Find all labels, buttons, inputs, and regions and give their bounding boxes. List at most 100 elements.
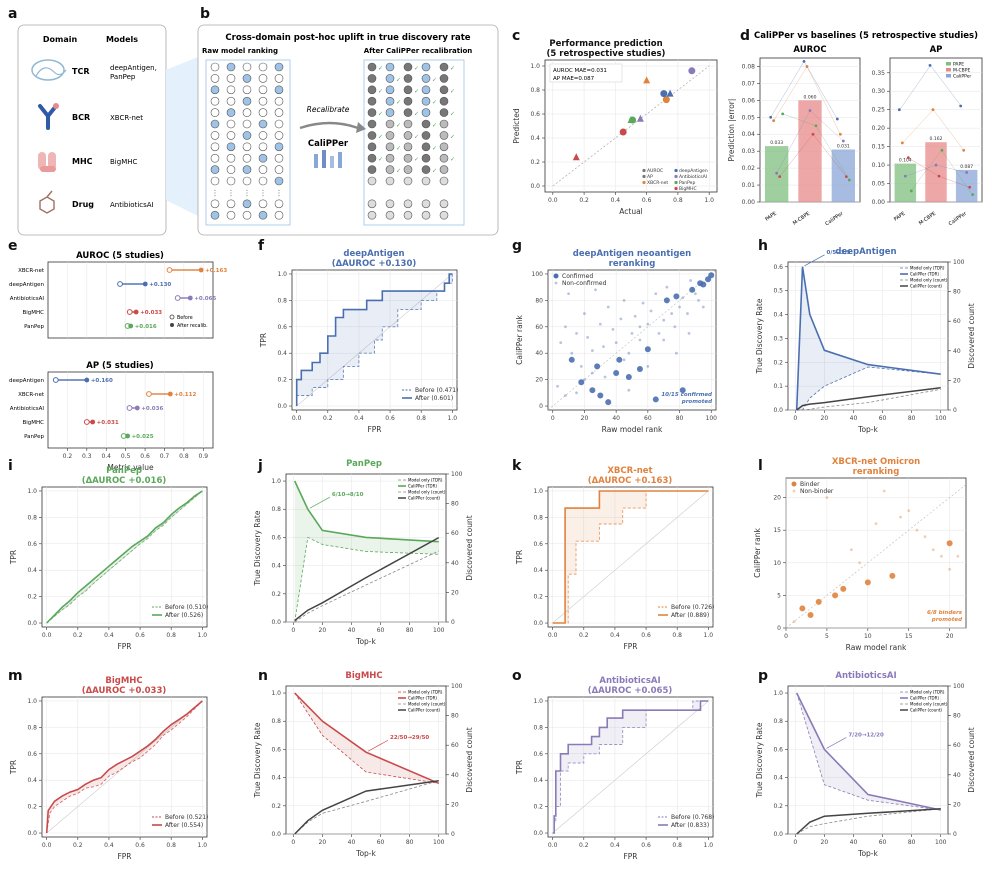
recal-rank-dot [439, 85, 449, 95]
study-connector [902, 109, 965, 151]
raw-rank-dot [226, 142, 236, 152]
non-hit-point [915, 528, 919, 532]
recal-rank-dot [385, 131, 395, 140]
hit-point [589, 387, 596, 394]
recal-rank-dot [403, 176, 413, 186]
legend-swatch [946, 68, 951, 72]
row-label: deepAntigen [9, 282, 45, 288]
mhc-icon-shape [48, 152, 56, 170]
uplift-area [46, 701, 203, 833]
x-tick-label: CaliPPer [948, 210, 969, 227]
x-tick-label: 0.3 [82, 453, 92, 460]
y2-tick-label: 20 [451, 589, 459, 596]
legend-entry: After (0.889) [671, 612, 709, 619]
x-axis-label: Top-k [355, 849, 376, 858]
legend-entry: Before (0.510) [165, 604, 208, 611]
legend-entry: After (0.833) [671, 822, 709, 829]
x-tick-label: 0 [784, 633, 788, 640]
recal-rank-dot [421, 142, 431, 152]
panel-a: Domain Models TCR deepAntigen,PanPep BCR XBCR… [17, 24, 167, 236]
legend-entry: CaliPPer (TDR) [408, 484, 437, 489]
non-hit-point [931, 548, 935, 552]
panel-letter-p: p [758, 668, 768, 684]
y-tick-label: 0.6 [27, 751, 37, 758]
recal-rank-dot [439, 108, 449, 117]
non-hit-point [583, 378, 586, 382]
raw-rank-dot [274, 62, 284, 72]
roc-after-line [552, 700, 709, 834]
legend-marker [674, 174, 678, 179]
hit-point [597, 392, 604, 399]
y-tick-label: 0.0 [27, 620, 37, 627]
x-tick-label: 60 [879, 415, 887, 422]
domain-drug: Drug [72, 200, 94, 209]
y-tick-label: 1.0 [533, 698, 543, 705]
non-hit-point [948, 567, 952, 571]
delta-label: +0.031 [97, 420, 119, 426]
chart-title: XBCR-net Omicron [832, 457, 920, 467]
annotation-text: 10/15 confirmed [661, 392, 712, 398]
study-dot [781, 112, 785, 116]
study-dot [775, 171, 779, 175]
raw-rank-dot [242, 176, 252, 186]
x-tick-label: 0.8 [672, 842, 682, 849]
raw-rank-dot [242, 210, 252, 220]
non-hit-point [627, 351, 631, 355]
roc-before-line [46, 490, 203, 624]
x-tick-label: 15 [905, 633, 913, 640]
non-hit-point [701, 305, 705, 309]
row-label: BigMHC [22, 310, 44, 316]
panel-letter-i: i [8, 458, 13, 474]
bcr-icon [38, 103, 59, 130]
row-label: deepAntigen [9, 378, 45, 384]
y-tick-label: 0.2 [27, 594, 37, 601]
recal-rank-dot [403, 142, 413, 152]
y-tick-label: 0.4 [773, 312, 783, 319]
y-tick-label: 0.2 [271, 591, 281, 598]
y-tick-label: 0.2 [530, 159, 540, 166]
x-tick-label: CaliPPer [824, 210, 845, 227]
raw-rank-dot [274, 153, 284, 163]
recal-rank-dot [421, 119, 431, 129]
non-hit-point [611, 328, 615, 331]
y-tick-label: 0.0 [533, 830, 543, 837]
x-tick-label: 100 [935, 415, 947, 422]
recal-rank-dot [385, 165, 395, 174]
y-tick-label: 1.0 [27, 698, 37, 705]
y-tick-label: 0.4 [533, 567, 543, 574]
hit-point [799, 605, 806, 612]
non-hit-point [697, 298, 700, 302]
tdr-after-line [795, 692, 941, 811]
after-marker [167, 391, 173, 397]
y-tick-label: 1.0 [533, 488, 543, 495]
recal-rank-dot [403, 199, 413, 209]
hit-point [568, 356, 575, 363]
x-axis-label: Raw model rank [846, 643, 907, 652]
method-icon-bar [338, 152, 342, 168]
raw-rank-dot [210, 153, 220, 163]
legend-entry: Before (0.521) [165, 814, 208, 821]
chart-title: XBCR-net [607, 466, 652, 476]
non-hit-point [627, 388, 631, 392]
non-hit-point [633, 314, 637, 318]
bar-value-label: 0.087 [960, 164, 973, 170]
y-tick-label: 0 [539, 403, 543, 410]
annotation-text: 7/20→12/20 [848, 732, 884, 738]
x-tick-label: 0.8 [673, 197, 683, 204]
non-hit-point [899, 515, 902, 519]
tdr-after-line [293, 480, 439, 543]
check-icon: ✓ [414, 111, 419, 118]
y2-tick-label: 100 [953, 259, 965, 266]
raw-rank-dot [226, 131, 236, 140]
recal-rank-dot [421, 131, 431, 140]
study-connector [770, 61, 838, 120]
panel-letter-j: j [257, 458, 263, 474]
recal-rank-dot [421, 96, 431, 106]
mhc-icon [38, 152, 56, 172]
y-tick-label: 0.04 [742, 131, 756, 138]
bar-value-label: 0.033 [770, 140, 783, 146]
subplot-title: AUROC (5 studies) [76, 251, 164, 261]
chart-subtitle: (ΔAUROC +0.016) [82, 476, 167, 486]
x-tick-label: 0.2 [73, 632, 83, 639]
hit-point [625, 373, 632, 380]
